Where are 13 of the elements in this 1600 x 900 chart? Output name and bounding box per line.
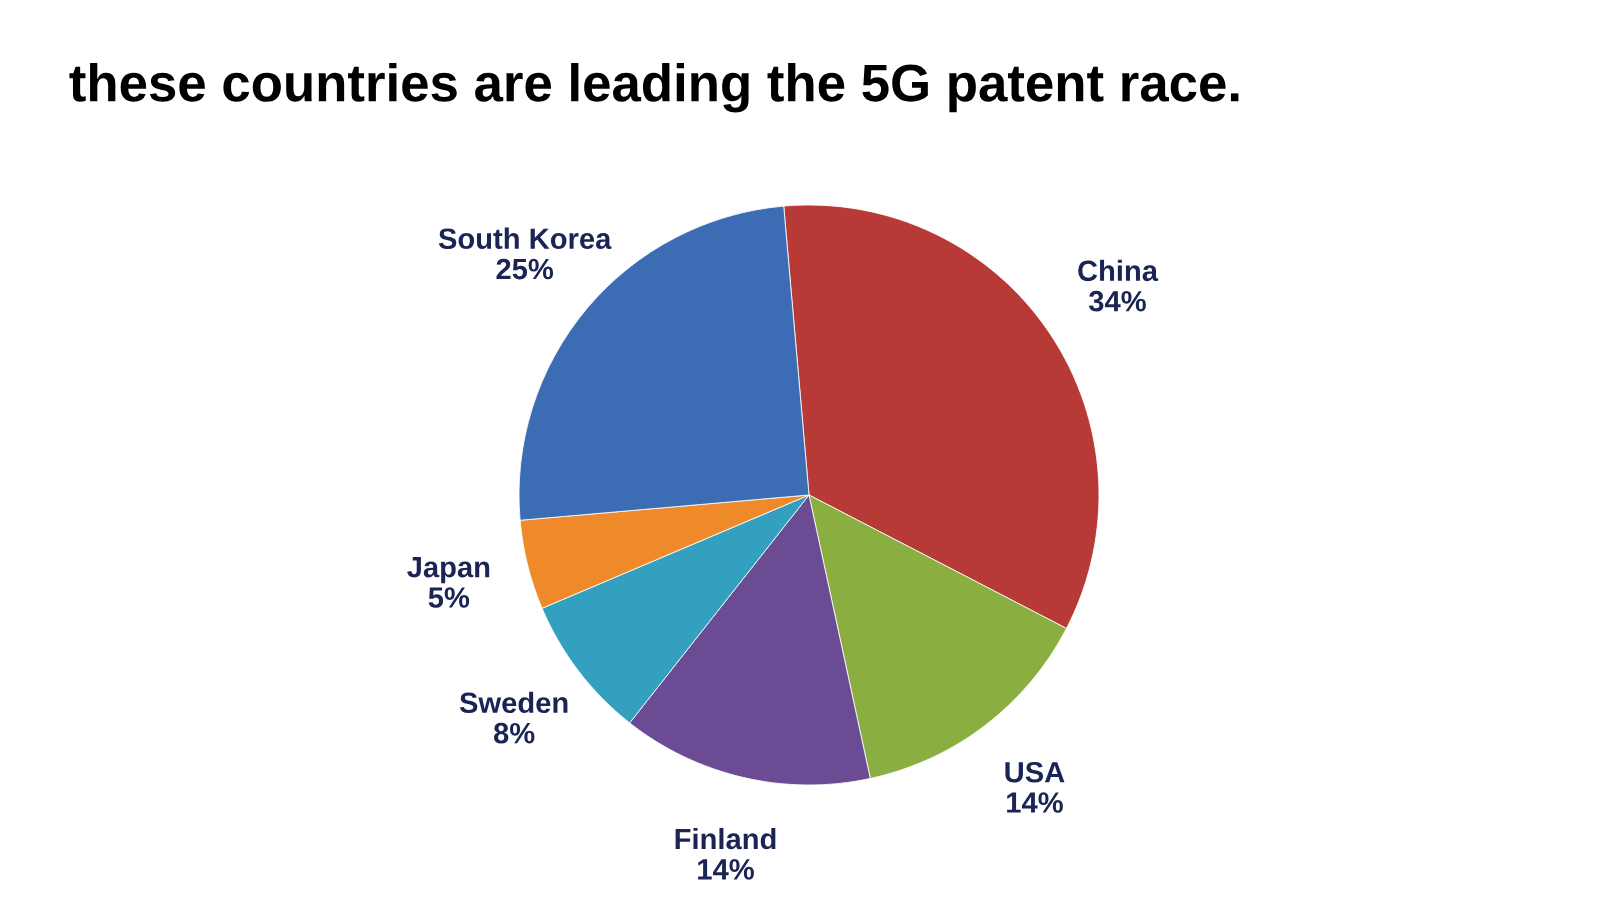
slice-label: Japan (407, 557, 490, 584)
chart-title: these countries are leading the 5G patent race. (69, 63, 1239, 113)
slice-label: Finland (675, 827, 776, 850)
slice-label: China (1078, 259, 1159, 282)
data-label: 14% (698, 859, 754, 880)
slice-label: South Korea (438, 227, 612, 250)
slice-label: Sweden (459, 691, 568, 714)
data-label: 34% (1088, 290, 1146, 312)
data-label: 5% (428, 587, 470, 608)
data-label: 8% (493, 722, 535, 744)
data-label: 14% (1007, 792, 1063, 813)
slice-label: USA (1005, 761, 1065, 783)
data-label: 25% (496, 258, 554, 280)
